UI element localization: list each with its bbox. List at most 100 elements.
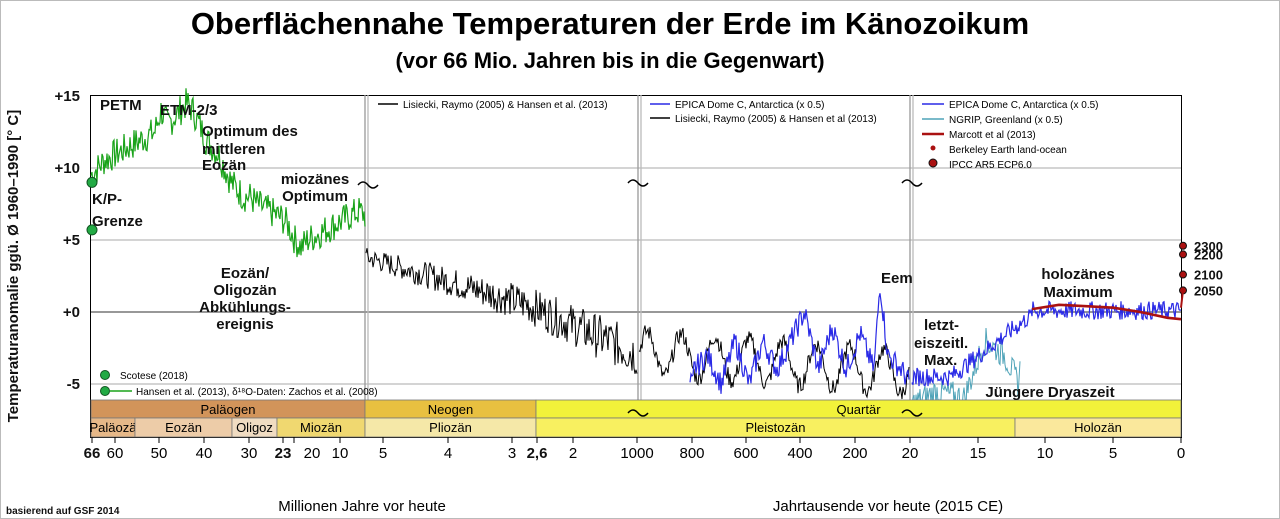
projection-label: 2200 (1194, 247, 1223, 262)
annotation-text: Max. (924, 352, 957, 369)
break-marker (627, 409, 649, 417)
x-tick-label: 5 (379, 445, 387, 462)
chart-subtitle: (vor 66 Mio. Jahren bis in die Gegenwart… (395, 48, 824, 73)
x-tick-label: 50 (151, 445, 168, 462)
x-tick-label: 400 (787, 445, 812, 462)
y-tick-label: +5 (63, 232, 80, 249)
period-label: Oligoz (236, 420, 273, 435)
x-axis-label-left: Millionen Jahre vor heute (278, 498, 446, 515)
y-axis-label: Temperaturanomalie ggü. Ø 1960–1990 [° C… (5, 110, 22, 423)
period-label: Paläogen (201, 402, 256, 417)
legend-swatch (928, 158, 938, 168)
annotation-text: Oligozän (213, 282, 276, 299)
legend-label: NGRIP, Greenland (x 0.5) (949, 115, 1063, 126)
legend-swatch (100, 370, 110, 380)
projection-link (1180, 290, 1184, 308)
annotation-text: Jüngere Dryaszeit (985, 384, 1114, 401)
x-tick-label: 2,6 (527, 445, 548, 462)
x-tick-label: 60 (107, 445, 124, 462)
x-tick-label: 600 (733, 445, 758, 462)
annotation-text: K/P- (92, 191, 122, 208)
credit-text: basierend auf GSF 2014 (6, 506, 120, 517)
y-tick-label: -5 (67, 376, 80, 393)
break-marker (901, 179, 923, 187)
annotation-text: Grenze (92, 213, 143, 230)
x-tick-label: 0 (1177, 445, 1185, 462)
projection-point (1179, 250, 1187, 259)
legend-swatch (100, 386, 110, 396)
projection-label: 2050 (1194, 283, 1223, 298)
annotation-text: mittleren (202, 141, 265, 158)
legend-label: Hansen et al. (2013), δ¹⁸O-Daten: Zachos… (136, 387, 378, 398)
annotation-text: Optimum des (202, 123, 298, 140)
break-marker (627, 179, 649, 187)
legend-label: EPICA Dome C, Antarctica (x 0.5) (675, 100, 825, 111)
period-label: Pleistozän (746, 420, 806, 435)
legend-label: Berkeley Earth land-ocean (949, 145, 1067, 156)
break-marker (901, 409, 923, 417)
annotation-text: ereignis (216, 316, 274, 333)
x-tick-label: 40 (196, 445, 213, 462)
x-tick-label: 1000 (620, 445, 653, 462)
legend-label: EPICA Dome C, Antarctica (x 0.5) (949, 100, 1099, 111)
x-tick-label: 800 (679, 445, 704, 462)
annotation-text: eiszeitl. (914, 335, 968, 352)
annotation-text: ETM-2/3 (160, 102, 218, 119)
series-epica-line-p4 (911, 300, 1182, 387)
x-axis-label-right: Jahrtausende vor heute (2015 CE) (773, 498, 1003, 515)
annotation-text: Abkühlungs- (199, 299, 291, 316)
period-label: Miozän (300, 420, 342, 435)
y-tick-label: +15 (55, 88, 80, 105)
x-tick-label: 5 (1109, 445, 1117, 462)
annotation-text: Eozän/ (221, 265, 270, 282)
period-label: Quartär (836, 402, 881, 417)
chart-title: Oberflächennahe Temperaturen der Erde im… (191, 6, 1029, 41)
x-tick-label: 20 (304, 445, 321, 462)
annotation-text: PETM (100, 97, 142, 114)
x-tick-label: 200 (842, 445, 867, 462)
x-tick-label: 3 (508, 445, 516, 462)
annotation-text: letzt- (924, 317, 959, 334)
period-label: Eozän (165, 420, 202, 435)
x-tick-label: 2 (569, 445, 577, 462)
x-tick-label: 4 (444, 445, 452, 462)
series-epica-line-p3 (689, 293, 910, 394)
x-tick-label: 20 (902, 445, 919, 462)
legend-label: Scotese (2018) (120, 371, 188, 382)
y-tick-label: +10 (55, 160, 80, 177)
legend-swatch (930, 145, 936, 151)
projection-point (1179, 270, 1187, 279)
period-label: Neogen (428, 402, 474, 417)
x-tick-label: 23 (275, 445, 292, 462)
x-tick-label: 30 (241, 445, 258, 462)
period-bar (1014, 417, 1182, 438)
series-marcott-line (1031, 303, 1182, 321)
period-label: Pliozän (429, 420, 472, 435)
annotation-text: holozänes (1041, 266, 1114, 283)
annotation-text: Eozän (202, 157, 246, 174)
x-tick-label: 10 (332, 445, 349, 462)
scotese-point (86, 224, 98, 236)
annotation-text: miozänes (281, 171, 349, 188)
break-marker (357, 181, 379, 189)
projection-point (1179, 241, 1187, 250)
annotation-text: Optimum (282, 188, 348, 205)
y-tick-label: +0 (63, 304, 80, 321)
series-lisiecki-line-p3 (638, 325, 910, 400)
legend-label: Marcott et al (2013) (949, 130, 1036, 141)
projection-label: 2100 (1194, 268, 1223, 283)
annotation-text: Eem (881, 270, 913, 287)
x-tick-label: 10 (1037, 445, 1054, 462)
series-lisiecki-line-p2 (365, 248, 638, 374)
series-hansen-zachos-line (90, 88, 366, 258)
legend-label: Lisiecki, Raymo (2005) & Hansen et al (2… (675, 114, 877, 125)
period-label: Holozän (1074, 420, 1122, 435)
x-tick-label: 15 (970, 445, 987, 462)
legend-label: Lisiecki, Raymo (2005) & Hansen et al. (… (403, 100, 608, 111)
projection-label: 2300 (1194, 239, 1223, 254)
legend-label: IPCC AR5 ECP6.0 (949, 160, 1032, 171)
period-label: Paläozä (90, 420, 138, 435)
x-tick-label: 66 (84, 445, 101, 462)
